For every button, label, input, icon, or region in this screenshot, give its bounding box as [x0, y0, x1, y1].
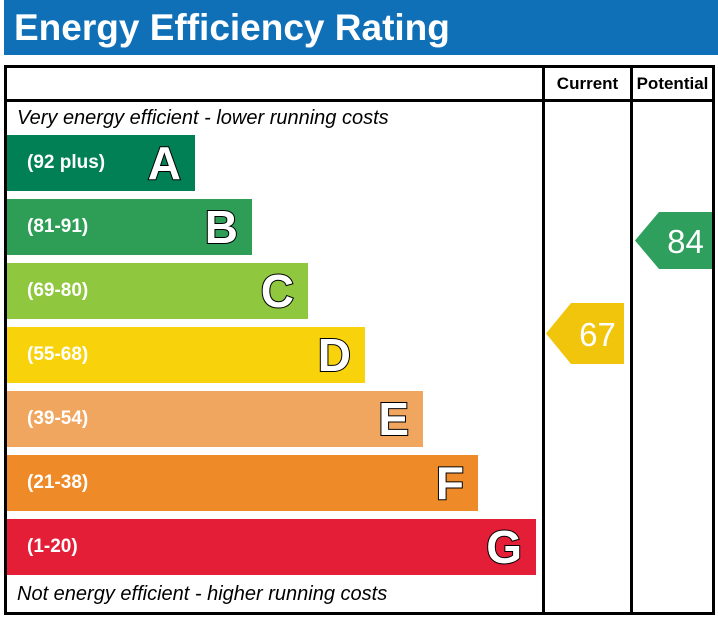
band-e: (39-54) E: [7, 391, 423, 447]
band-b: (81-91) B: [7, 199, 252, 255]
band-letter: C: [260, 265, 295, 317]
current-rating-arrow: 67: [546, 303, 624, 364]
band-range-label: (69-80): [27, 280, 89, 301]
bottom-note: Not energy efficient - higher running co…: [17, 583, 388, 605]
current-rating-value: 67: [579, 316, 616, 353]
column-header-potential: Potential: [630, 68, 712, 102]
band-letter: E: [377, 393, 410, 445]
potential-rating-value: 84: [667, 223, 704, 260]
band-letter: F: [435, 457, 465, 509]
band-d: (55-68) D: [7, 327, 365, 383]
band-a: (92 plus) A: [7, 135, 195, 191]
potential-rating-arrow: 84: [635, 212, 712, 269]
band-range-label: (92 plus): [27, 152, 106, 173]
current-column: 67: [542, 102, 630, 612]
band-list: (92 plus) A (81-91) B (69-80) C (55-68) D (39-54…: [7, 135, 542, 583]
band-range-label: (21-38): [27, 472, 89, 493]
potential-column: 84: [630, 102, 712, 612]
band-f: (21-38) F: [7, 455, 478, 511]
header-spacer: [7, 68, 542, 102]
band-range-label: (39-54): [27, 408, 89, 429]
band-letter: A: [147, 137, 182, 189]
band-range-label: (81-91): [27, 216, 89, 237]
band-letter: G: [485, 521, 523, 573]
band-letter: D: [317, 329, 352, 381]
band-c: (69-80) C: [7, 263, 308, 319]
page-title: Energy Efficiency Rating: [4, 0, 718, 55]
bands-area: Very energy efficient - lower running co…: [7, 102, 542, 612]
band-g: (1-20) G: [7, 519, 536, 575]
band-letter: B: [204, 201, 239, 253]
band-range-label: (55-68): [27, 344, 89, 365]
top-note: Very energy efficient - lower running co…: [17, 107, 389, 129]
band-range-label: (1-20): [27, 536, 78, 557]
epc-rating-chart: Current Potential Very energy efficient …: [4, 65, 715, 615]
column-header-current: Current: [542, 68, 630, 102]
